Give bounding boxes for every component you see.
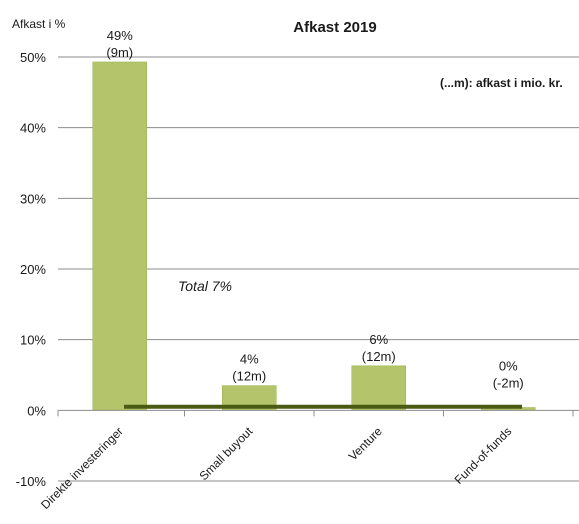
y-tick-label: 0% bbox=[27, 403, 46, 418]
legend-note: (...m): afkast i mio. kr. bbox=[440, 76, 563, 90]
y-tick-label: 30% bbox=[20, 191, 46, 206]
y-axis-label: Afkast i % bbox=[12, 17, 66, 31]
data-label-amount: (9m) bbox=[106, 45, 133, 60]
data-label-percent: 4% bbox=[240, 352, 259, 367]
data-label-amount: (12m) bbox=[232, 369, 266, 384]
category-label: Fund-of-funds bbox=[452, 424, 515, 487]
data-label-amount: (-2m) bbox=[493, 375, 524, 390]
data-label-percent: 6% bbox=[369, 332, 388, 347]
data-label-percent: 49% bbox=[107, 28, 133, 43]
bar bbox=[92, 61, 147, 411]
data-labels: 49% (9m) 4% (12m) 6% (12m) 0% (-2m) bbox=[106, 28, 523, 390]
bar bbox=[351, 365, 406, 411]
y-tick-label: 50% bbox=[20, 50, 46, 65]
data-label-amount: (12m) bbox=[362, 349, 396, 364]
y-tick-label: 10% bbox=[20, 333, 46, 348]
category-label: Small buyout bbox=[196, 424, 255, 483]
y-tick-label: -10% bbox=[16, 474, 47, 489]
y-tick-label: 40% bbox=[20, 121, 46, 136]
total-annotation: Total 7% bbox=[178, 278, 232, 294]
y-tick-label: 20% bbox=[20, 262, 46, 277]
x-axis bbox=[57, 409, 579, 417]
bars bbox=[92, 61, 536, 411]
category-labels: Direkte investeringer Small buyout Venture… bbox=[38, 424, 514, 512]
category-label: Direkte investeringer bbox=[38, 424, 126, 512]
y-axis-ticks: 50% 40% 30% 20% 10% 0% -10% bbox=[16, 50, 47, 489]
category-label: Venture bbox=[346, 424, 385, 463]
data-label-percent: 0% bbox=[499, 358, 518, 373]
chart-title: Afkast 2019 bbox=[293, 19, 376, 36]
